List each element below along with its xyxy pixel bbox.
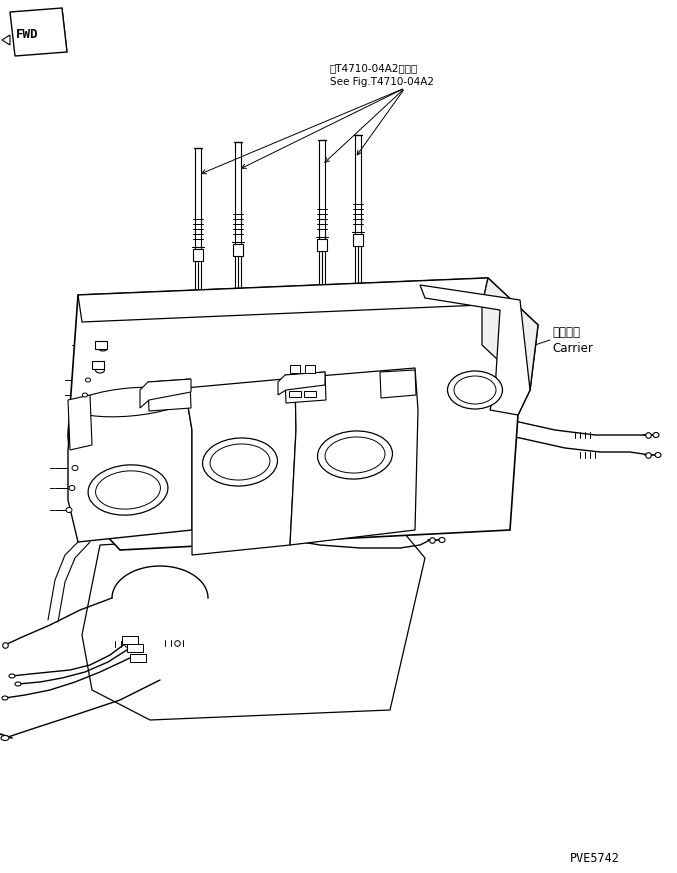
Polygon shape xyxy=(420,285,530,415)
Polygon shape xyxy=(130,654,146,662)
Ellipse shape xyxy=(653,432,659,437)
Text: 第T4710-04A2図参照: 第T4710-04A2図参照 xyxy=(330,63,418,73)
Ellipse shape xyxy=(72,388,188,416)
Polygon shape xyxy=(278,372,325,395)
Text: PVE5742: PVE5742 xyxy=(570,851,620,864)
Text: キャリヤ: キャリヤ xyxy=(552,327,580,340)
Polygon shape xyxy=(95,341,107,349)
Text: FWD: FWD xyxy=(16,28,39,40)
Ellipse shape xyxy=(202,438,278,486)
Ellipse shape xyxy=(66,507,72,512)
Ellipse shape xyxy=(15,682,21,686)
Ellipse shape xyxy=(69,485,75,491)
Polygon shape xyxy=(127,644,143,652)
Polygon shape xyxy=(304,391,316,397)
Ellipse shape xyxy=(88,464,168,515)
Ellipse shape xyxy=(325,437,385,473)
Polygon shape xyxy=(82,528,425,720)
Polygon shape xyxy=(290,368,418,545)
Polygon shape xyxy=(185,378,296,555)
Polygon shape xyxy=(68,395,92,450)
Ellipse shape xyxy=(318,431,393,479)
Polygon shape xyxy=(305,365,315,373)
Polygon shape xyxy=(285,372,326,403)
Polygon shape xyxy=(122,636,138,644)
Polygon shape xyxy=(317,239,327,251)
Polygon shape xyxy=(148,379,191,411)
Polygon shape xyxy=(193,249,203,261)
Ellipse shape xyxy=(95,367,104,373)
Polygon shape xyxy=(233,244,243,256)
Polygon shape xyxy=(353,233,363,245)
Polygon shape xyxy=(289,391,301,397)
Polygon shape xyxy=(92,361,104,369)
Polygon shape xyxy=(2,35,10,45)
Ellipse shape xyxy=(1,735,9,740)
Ellipse shape xyxy=(95,471,160,509)
Ellipse shape xyxy=(72,465,78,471)
Ellipse shape xyxy=(83,393,87,397)
Ellipse shape xyxy=(439,538,445,542)
Ellipse shape xyxy=(454,376,496,404)
Polygon shape xyxy=(380,370,416,398)
Ellipse shape xyxy=(98,345,108,351)
Ellipse shape xyxy=(9,674,15,678)
Ellipse shape xyxy=(210,444,270,480)
Ellipse shape xyxy=(447,371,502,409)
Polygon shape xyxy=(140,379,191,408)
Polygon shape xyxy=(68,278,538,550)
Polygon shape xyxy=(68,388,192,542)
Ellipse shape xyxy=(85,378,91,382)
Polygon shape xyxy=(290,365,300,373)
Text: Carrier: Carrier xyxy=(552,341,593,354)
Polygon shape xyxy=(10,8,67,56)
Ellipse shape xyxy=(2,696,8,700)
Text: See Fig.T4710-04A2: See Fig.T4710-04A2 xyxy=(330,77,434,87)
Ellipse shape xyxy=(655,452,661,457)
Polygon shape xyxy=(482,278,538,390)
Polygon shape xyxy=(78,278,488,322)
